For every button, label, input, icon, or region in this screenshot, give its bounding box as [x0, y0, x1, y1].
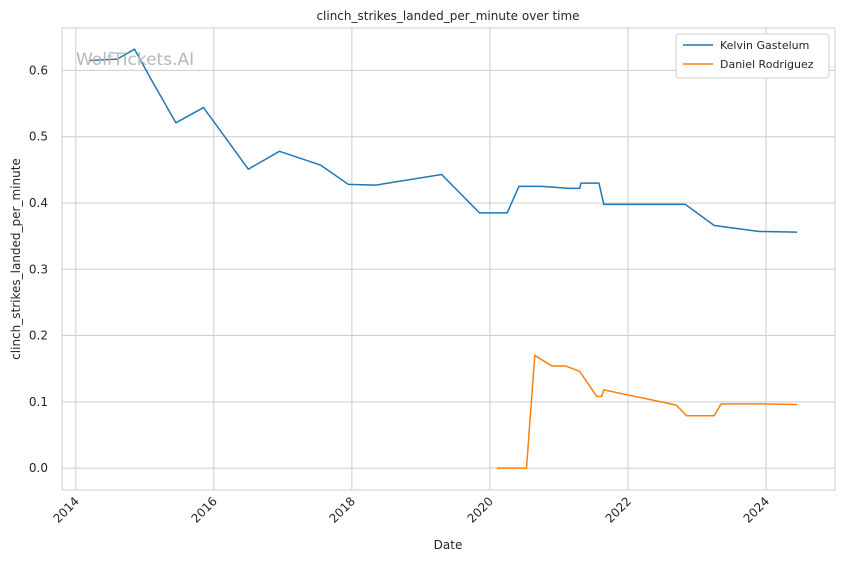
y-tick-label: 0.3 [29, 262, 48, 276]
y-tick-label: 0.6 [29, 63, 48, 77]
plot-background [62, 28, 835, 490]
y-tick-label: 0.5 [29, 130, 48, 144]
x-tick-label: 2014 [50, 494, 81, 525]
series-line-kelvin-gastelum [89, 48, 798, 233]
legend-label-daniel-rodriguez: Daniel Rodriguez [720, 58, 814, 71]
series-line-daniel-rodriguez [496, 354, 798, 469]
legend: Kelvin Gastelum Daniel Rodriguez [675, 33, 830, 79]
y-tick-label: 0.4 [29, 196, 48, 210]
plot-frame [61, 27, 836, 491]
x-tick-label: 2016 [188, 494, 219, 525]
x-tick-label: 2024 [741, 494, 772, 525]
y-tick-label: 0.0 [29, 461, 48, 475]
x-axis-ticks: 2014 2016 2018 2020 2022 2024 [50, 494, 772, 525]
y-tick-label: 0.2 [29, 329, 48, 343]
x-tick-label: 2022 [603, 494, 634, 525]
y-tick-label: 0.1 [29, 395, 48, 409]
legend-box [675, 33, 830, 79]
y-axis-label: clinch_strikes_landed_per_minute [9, 158, 23, 360]
x-axis-label: Date [434, 538, 463, 552]
watermark: WolfTickets.AI [76, 50, 194, 70]
x-tick-label: 2020 [465, 494, 496, 525]
series-layer [89, 48, 798, 469]
x-tick-label: 2018 [326, 494, 357, 525]
y-axis-ticks: 0.0 0.1 0.2 0.3 0.4 0.5 0.6 [29, 63, 48, 475]
chart-title: clinch_strikes_landed_per_minute over ti… [316, 9, 579, 23]
legend-label-kelvin-gastelum: Kelvin Gastelum [720, 39, 809, 52]
